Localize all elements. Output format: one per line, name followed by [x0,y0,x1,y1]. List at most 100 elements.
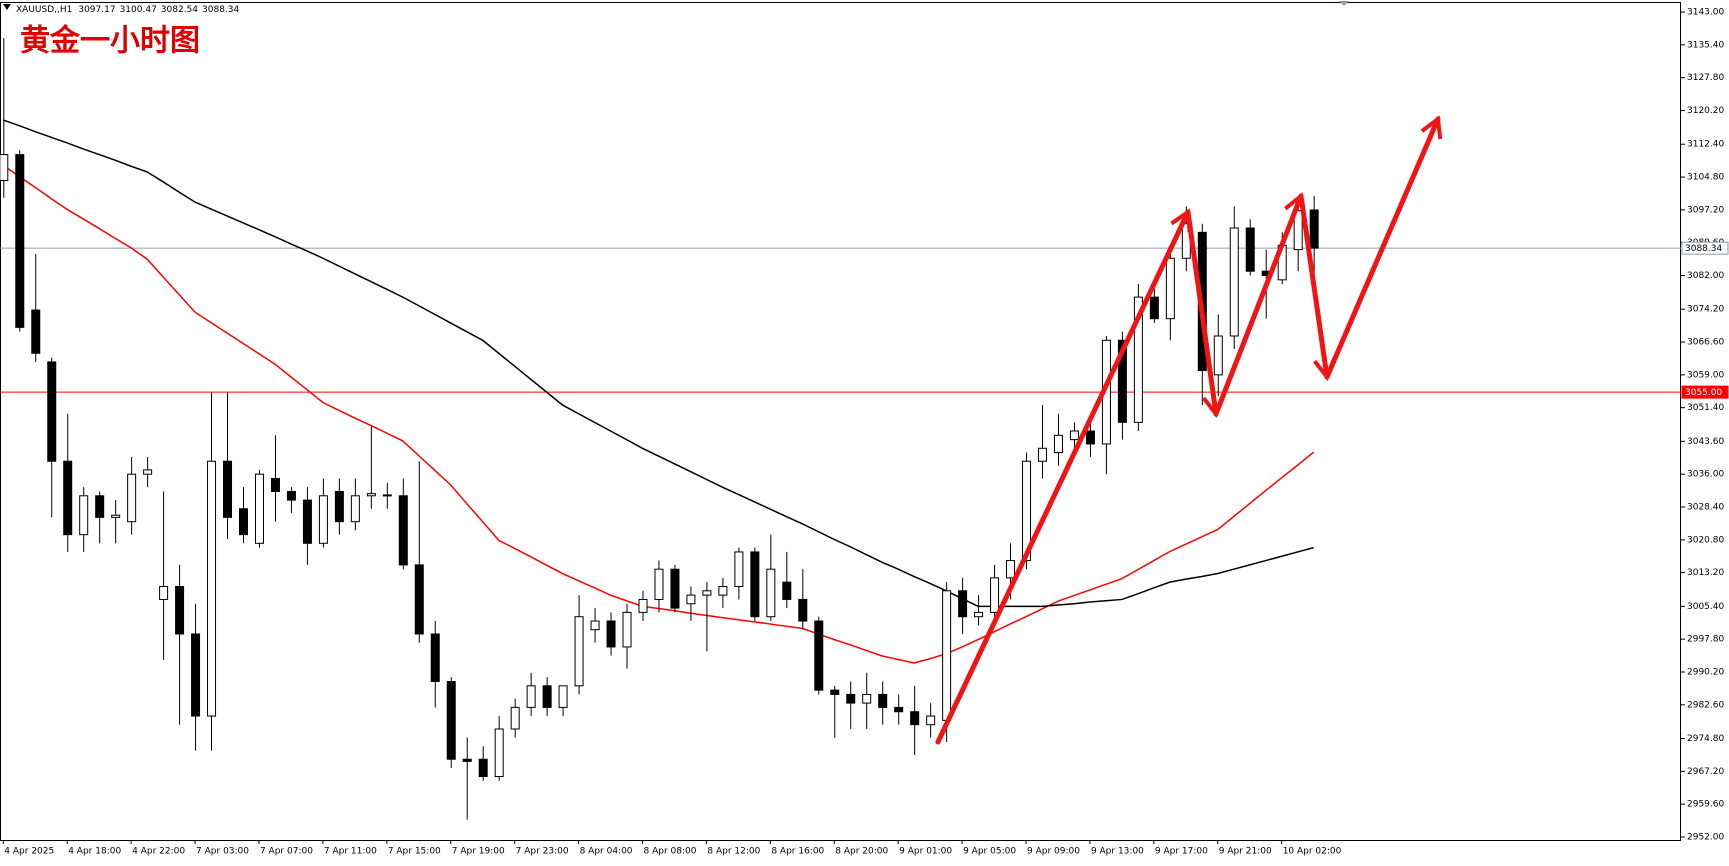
y-tick-label: 3066.60 [1687,338,1724,348]
candle-body [350,495,360,523]
candle-body [542,685,552,708]
y-tick-label: 3120.20 [1687,106,1724,116]
candle-body [958,590,968,618]
candle-body [1038,447,1047,462]
x-tick-label: 9 Apr 17:00 [1155,847,1208,857]
x-tick-label: 8 Apr 16:00 [771,847,824,857]
y-tick-label: 2967.20 [1687,767,1724,777]
header-low: 3082.54 [161,5,198,15]
candle-body [111,514,121,518]
x-tick-label: 9 Apr 09:00 [1027,847,1080,857]
candle-body [159,585,169,600]
candle-body [1213,335,1223,376]
candle-body [414,564,424,635]
candle-body [462,758,472,762]
header-open: 3097.17 [78,5,115,15]
candle-body [766,568,776,618]
y-tick-label: 3143.00 [1687,8,1724,18]
y-tick-label: 3020.80 [1687,535,1724,545]
candle-body [734,551,744,587]
x-tick-label: 7 Apr 03:00 [196,847,249,857]
candle-body [1133,296,1143,423]
candle-body [79,495,89,536]
candle-body [1085,430,1095,445]
x-tick-label: 9 Apr 21:00 [1219,847,1272,857]
x-tick-label: 4 Apr 18:00 [68,847,121,857]
y-tick-label: 2952.00 [1687,832,1724,842]
x-tick-label: 7 Apr 07:00 [260,847,313,857]
y-tick-label: 3013.20 [1687,568,1724,578]
candle-body [1245,227,1255,272]
candle-body [318,495,328,544]
candle-body [878,693,888,708]
y-tick-label: 3097.20 [1687,205,1724,215]
candle-body [446,680,456,760]
arrow [1324,115,1443,380]
candle-body [942,590,952,721]
candle-body [143,469,153,475]
header-close: 3088.34 [202,5,239,15]
candle-body [302,499,312,544]
x-tick-label: 7 Apr 15:00 [388,847,441,857]
candle-body [95,495,105,518]
candle-body [494,728,504,778]
candle-body [990,577,1000,613]
x-tick-label: 8 Apr 12:00 [707,847,760,857]
candle-body [526,685,536,708]
y-tick-label: 3028.40 [1687,503,1724,513]
candle-body [1309,209,1319,249]
y-tick-label: 3082.00 [1687,271,1724,281]
candle-body [191,633,201,717]
candle-body [398,495,408,566]
arrows [935,115,1443,745]
candle-body [574,616,584,687]
plot: 3143.00 3135.40 3127.80 3120.20 3112.40 3104.… [0,8,1729,857]
x-tick-label: 7 Apr 19:00 [452,847,505,857]
candle-body [31,309,41,354]
y-tick-label: 3112.40 [1687,140,1724,150]
candle-body [430,633,440,682]
candle-body [1149,296,1159,320]
candle-body [286,490,296,501]
y-tick-label: 3135.40 [1687,40,1724,50]
x-tick-label: 7 Apr 23:00 [516,847,569,857]
y-tick-label: 3104.80 [1687,173,1724,183]
x-tick-label: 8 Apr 04:00 [580,847,633,857]
header-high: 3100.47 [120,5,157,15]
price-label-box [1681,241,1729,255]
candle-body [47,361,57,462]
shift-marker [1339,1,1349,6]
candle-body [1053,434,1063,454]
candle-body [974,611,984,618]
x-tick-label: 9 Apr 13:00 [1091,847,1144,857]
candle-body [590,620,600,631]
price-label-box [1681,385,1729,399]
y-tick-label: 2982.60 [1687,700,1724,710]
y-tick-label: 2997.80 [1687,635,1724,645]
candle-body [478,758,488,778]
x-tick-label: 8 Apr 20:00 [835,847,888,857]
candle-body [254,473,264,544]
symbol: XAUUSD,,H1 [16,5,72,15]
candle-body [1117,339,1127,423]
candle-body [0,154,9,182]
y-tick-label: 2990.20 [1687,667,1724,677]
candle-body [670,568,680,609]
arrow [1298,193,1337,381]
y-tick-label: 3074.20 [1687,305,1724,315]
candle-body [654,568,664,600]
candle-body [63,460,73,536]
price-label: 3055.00 [1685,388,1722,398]
candle-body [638,598,648,613]
candle-body [846,693,856,704]
arrow [1185,209,1226,418]
candle-body [558,685,568,708]
candle-body [175,585,185,635]
candle-body [223,460,233,518]
candle-body [1006,560,1016,579]
candle-body [702,590,712,596]
candle-body [686,594,696,605]
moving-average [3,119,1314,608]
candle-body [718,585,728,596]
annotation: 黄金一小时图 [20,24,200,59]
